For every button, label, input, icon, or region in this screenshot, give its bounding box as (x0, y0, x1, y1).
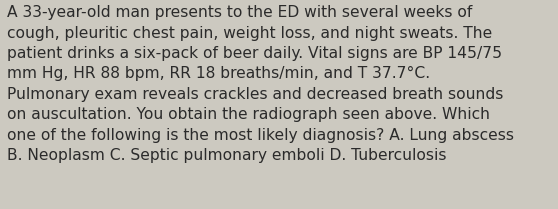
Text: A 33-year-old man presents to the ED with several weeks of
cough, pleuritic ches: A 33-year-old man presents to the ED wit… (7, 5, 514, 163)
